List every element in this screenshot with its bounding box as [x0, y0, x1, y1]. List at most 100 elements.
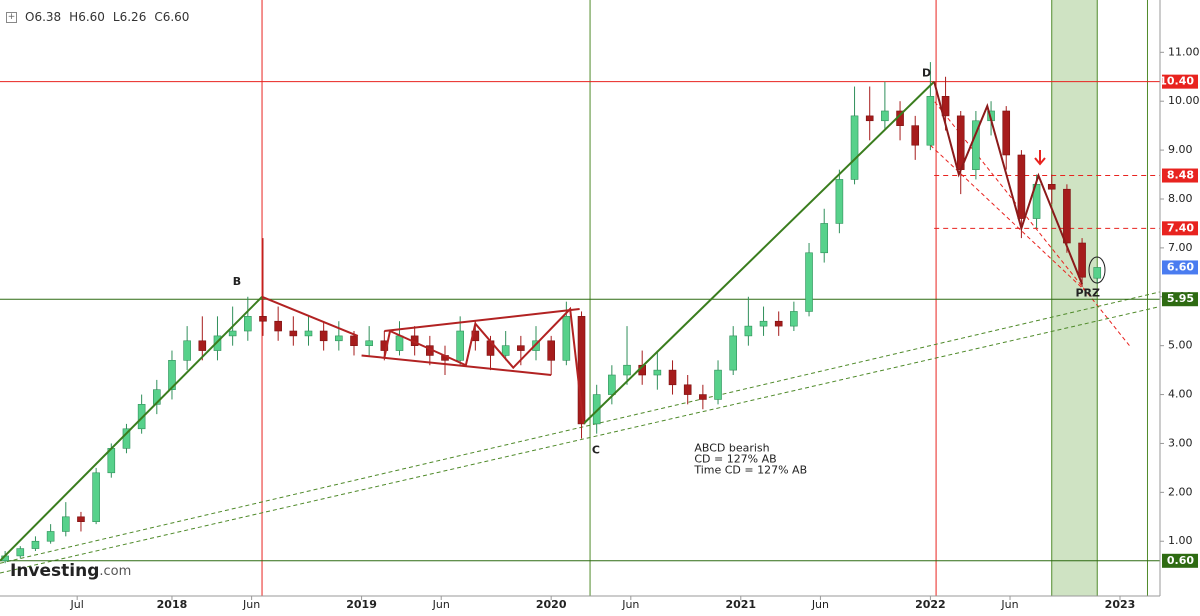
x-tick-label: Jun — [242, 598, 260, 611]
candle-body — [16, 548, 25, 557]
drawing-line — [933, 81, 1084, 285]
drawing-line — [361, 354, 552, 377]
annotation: D — [922, 66, 931, 79]
candle-body — [213, 335, 222, 351]
drawing-line — [383, 306, 585, 425]
y-tick-label: 10.00 — [1168, 94, 1200, 107]
y-tick-label: 11.00 — [1168, 45, 1200, 58]
ohlc-low: L6.26 — [112, 10, 147, 24]
candle-body — [501, 345, 510, 356]
candle-body — [517, 345, 525, 351]
candle-body — [395, 335, 404, 351]
y-tick-label: 5.00 — [1168, 339, 1193, 352]
drawing-line — [582, 80, 935, 425]
candle-body — [1093, 267, 1102, 279]
highlight-circle — [1088, 256, 1106, 284]
drawing-line — [0, 296, 263, 562]
level-badge — [1162, 260, 1198, 275]
level-badge — [1162, 168, 1198, 183]
logo: Investing.com — [10, 561, 131, 581]
time-zone-band — [1051, 0, 1098, 596]
candle-body — [926, 96, 935, 146]
candle-body — [759, 320, 768, 327]
candle-body — [168, 360, 176, 390]
candle-body — [820, 223, 829, 254]
note-line: ABCD bearish — [694, 441, 769, 454]
logo-suffix: .com — [99, 564, 131, 579]
candle-body — [532, 340, 540, 351]
candle-body — [456, 330, 464, 361]
y-tick-label: 8.00 — [1168, 192, 1193, 205]
candle-body — [289, 330, 298, 337]
level-badge — [1162, 74, 1198, 89]
candle-body — [790, 311, 798, 327]
note-line: CD = 127% AB — [694, 452, 776, 465]
candle-body — [744, 325, 753, 337]
ohlc-header: + O6.38 H6.60 L6.26 C6.60 — [6, 10, 189, 24]
candle-body — [592, 394, 601, 425]
ohlc-open: O6.38 — [25, 10, 62, 24]
candle-body — [835, 179, 844, 224]
level-label: 0.60 — [1167, 554, 1194, 567]
candle-body — [941, 96, 950, 117]
candle-body — [31, 540, 40, 549]
candle-body — [1047, 184, 1056, 190]
candle-body — [137, 404, 146, 430]
candle-body — [653, 369, 662, 376]
drawing-line — [384, 308, 580, 332]
candle-body — [774, 320, 783, 327]
candle-body — [1017, 154, 1026, 219]
candle-body — [228, 330, 237, 337]
level-badge — [1162, 553, 1198, 568]
expand-icon[interactable]: + — [6, 11, 17, 23]
annotation: B — [233, 275, 241, 288]
candle-body — [304, 330, 313, 337]
candle-body — [244, 316, 252, 332]
candle-body — [547, 340, 555, 361]
level-label: 6.60 — [1167, 260, 1194, 273]
candle-body — [729, 335, 738, 371]
candle-body — [1002, 110, 1011, 156]
y-tick-label: 9.00 — [1168, 143, 1193, 156]
drawing-line — [261, 295, 359, 337]
candle-body — [850, 115, 859, 180]
y-tick-label: 2.00 — [1168, 485, 1193, 498]
candle-body — [122, 428, 131, 449]
level-label: 7.40 — [1167, 221, 1194, 234]
candle-body — [46, 531, 55, 542]
candle-body — [623, 364, 631, 376]
candle-body — [608, 374, 616, 395]
candle-body — [259, 316, 267, 322]
ohlc-close: C6.60 — [154, 10, 190, 24]
candle-body — [805, 252, 813, 312]
candle-body — [92, 472, 100, 522]
candle-body — [350, 335, 358, 346]
x-tick-label: Jun — [1000, 598, 1018, 611]
level-label: 5.95 — [1167, 292, 1194, 305]
candle-body — [274, 320, 282, 332]
drawing-line — [0, 306, 1161, 574]
y-tick-label: 1.00 — [1168, 534, 1193, 547]
x-tick-label: 2019 — [346, 598, 377, 611]
candle-body — [153, 389, 161, 405]
x-tick-label: Jun — [811, 598, 829, 611]
ohlc-high: H6.60 — [69, 10, 105, 24]
x-tick-label: 2018 — [157, 598, 188, 611]
annotation: C — [592, 443, 600, 456]
x-tick-label: Jun — [621, 598, 639, 611]
level-badge — [1162, 221, 1198, 236]
logo-main: Investing — [10, 561, 99, 581]
candle-body — [183, 340, 191, 361]
candle-body — [683, 384, 692, 395]
candle-body — [61, 516, 70, 532]
candle-body — [1063, 188, 1071, 244]
candle-body — [335, 335, 343, 342]
x-tick-label: 2020 — [536, 598, 567, 611]
candle-body — [562, 316, 571, 361]
y-tick-label: 3.00 — [1168, 436, 1193, 449]
candle-body — [911, 125, 920, 146]
candle-body — [365, 340, 373, 346]
level-label: 8.48 — [1167, 169, 1194, 182]
candle-body — [714, 369, 722, 400]
